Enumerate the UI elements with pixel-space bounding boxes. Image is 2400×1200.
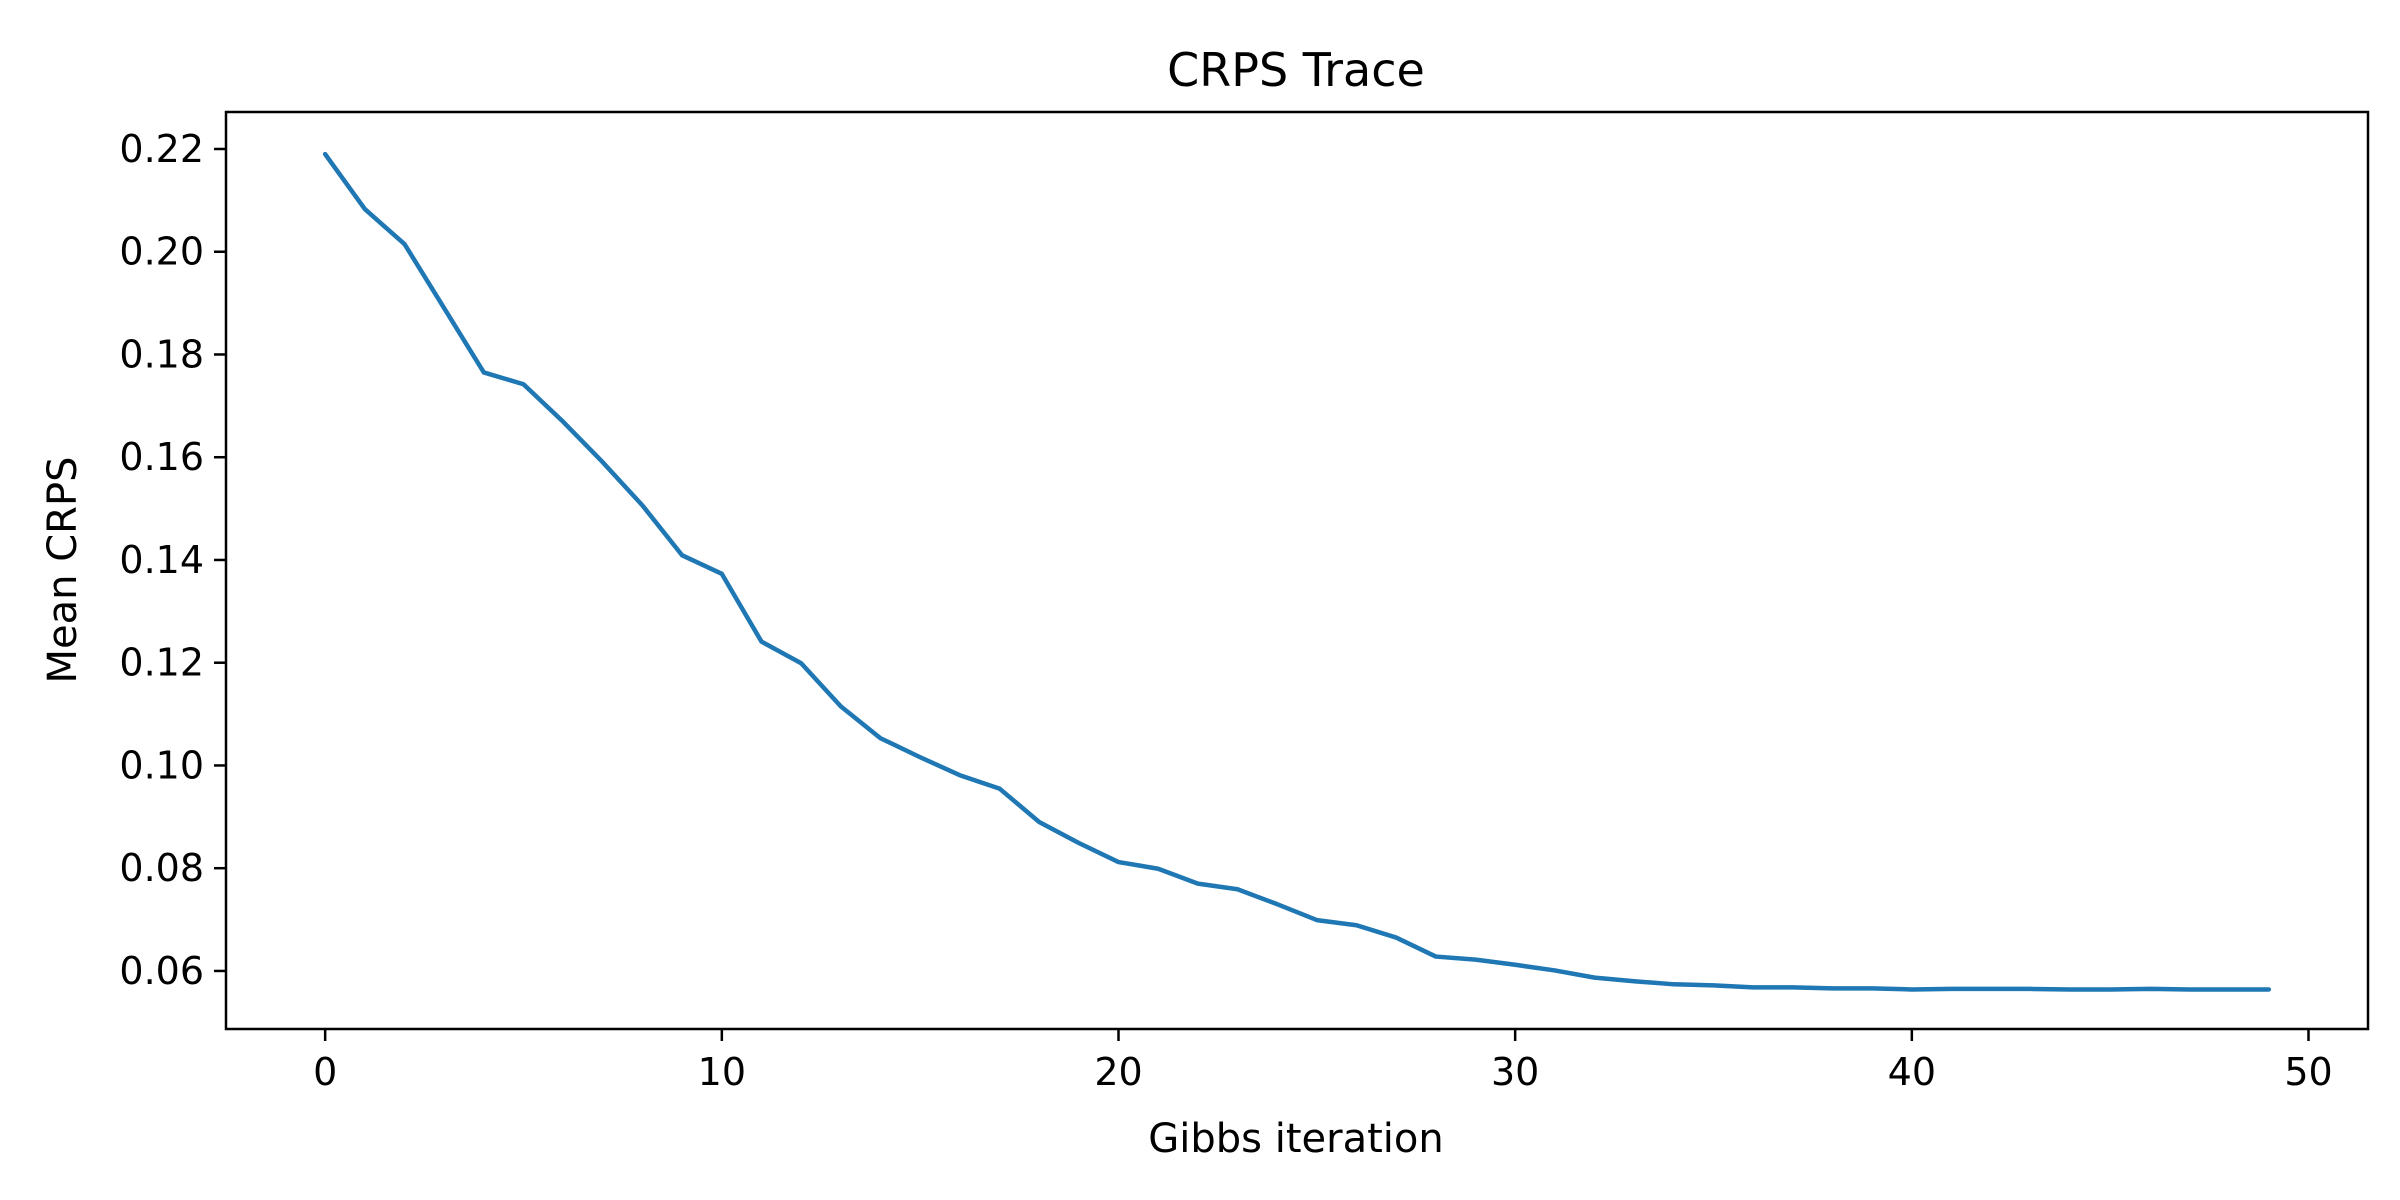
x-tick-label: 10 — [698, 1050, 746, 1094]
y-tick-label: 0.12 — [119, 641, 204, 685]
x-tick-label: 0 — [313, 1050, 337, 1094]
y-tick-label: 0.22 — [119, 127, 204, 171]
x-tick-label: 20 — [1094, 1050, 1142, 1094]
x-tick-label: 50 — [2284, 1050, 2332, 1094]
y-tick-label: 0.14 — [119, 538, 204, 582]
y-tick-label: 0.06 — [119, 949, 204, 993]
x-tick-label: 30 — [1491, 1050, 1539, 1094]
plot-area-frame — [224, 110, 2370, 1031]
y-tick-label: 0.10 — [119, 743, 204, 787]
y-tick-label: 0.18 — [119, 332, 204, 376]
x-tick-label: 40 — [1888, 1050, 1936, 1094]
chart-title: CRPS Trace — [1167, 43, 1425, 97]
y-axis: 0.06 0.08 0.10 0.12 0.14 0.16 0.18 0.20 0.22 — [119, 127, 226, 993]
y-axis-label: Mean CRPS — [40, 457, 86, 684]
x-axis-label: Gibbs iteration — [1148, 1116, 1443, 1162]
y-tick-label: 0.16 — [119, 435, 204, 479]
x-axis: 0 10 20 30 40 50 — [313, 1029, 2333, 1094]
y-tick-label: 0.08 — [119, 846, 204, 890]
series-line — [322, 151, 2272, 992]
y-tick-label: 0.20 — [119, 230, 204, 274]
